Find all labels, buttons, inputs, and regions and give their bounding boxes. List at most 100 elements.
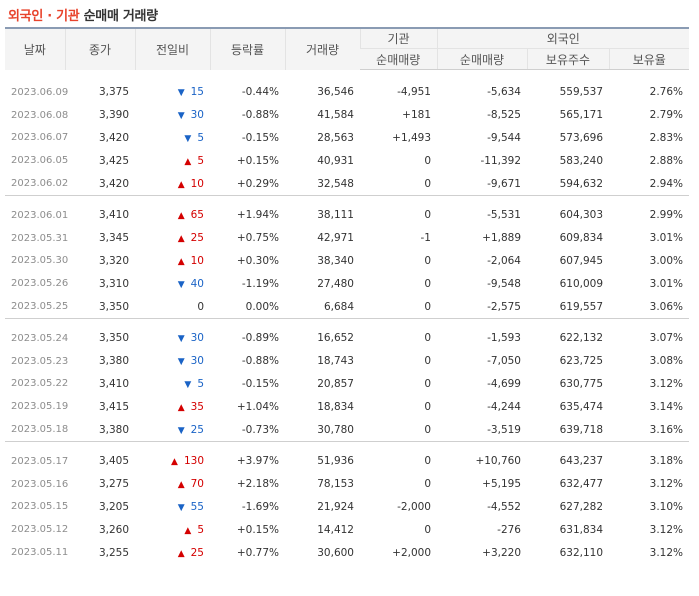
change-cell: ▼ 55: [135, 496, 210, 519]
table-row: 2023.05.17 3,405 ▲ 130 +3.97% 51,936 0 +10,760 6…: [5, 450, 689, 473]
divider-cell: [5, 318, 690, 319]
rate-cell: -0.73%: [241, 423, 279, 436]
holdings-cell: 632,477: [559, 478, 603, 491]
change-cell: 0: [135, 295, 210, 318]
inst-net-cell: 0: [424, 277, 431, 290]
change-value: 55: [190, 500, 204, 513]
holdings-cell: 573,696: [559, 131, 603, 144]
change-value: 5: [197, 131, 204, 144]
holdings-cell: 632,110: [559, 546, 603, 559]
rate-cell: +0.15%: [236, 154, 279, 167]
close-cell: 3,205: [98, 500, 129, 513]
volume-cell: 18,743: [317, 355, 354, 368]
volume-cell: 18,834: [317, 400, 354, 413]
ratio-cell: 2.79%: [649, 109, 684, 122]
triangle-up-icon: ▲: [177, 234, 185, 245]
change-cell: ▼ 40: [135, 272, 210, 295]
triangle-up-icon: ▲: [177, 548, 185, 559]
date-cell: 2023.06.05: [11, 155, 69, 167]
holdings-cell: 604,303: [559, 209, 603, 222]
group-spacer: [5, 442, 689, 450]
volume-cell: 32,548: [317, 177, 354, 190]
change-value: 5: [197, 523, 204, 536]
foreign-net-cell: -276: [497, 523, 521, 536]
ratio-cell: 3.01%: [649, 277, 684, 290]
group-spacer: [5, 319, 689, 327]
change-value: 25: [190, 232, 204, 245]
triangle-down-icon: ▼: [177, 111, 185, 122]
spacer-cell: [5, 442, 689, 450]
triangle-down-icon: ▼: [177, 88, 185, 99]
volume-cell: 51,936: [317, 455, 354, 468]
change-value: 10: [190, 177, 204, 190]
holdings-cell: 610,009: [559, 277, 603, 290]
header-volume: 거래량: [284, 27, 360, 70]
holdings-cell: 565,171: [559, 109, 603, 122]
ratio-cell: 3.06%: [649, 300, 684, 313]
triangle-down-icon: ▼: [177, 357, 185, 368]
date-cell: 2023.05.11: [11, 547, 69, 559]
change-value: 30: [190, 355, 204, 368]
close-cell: 3,380: [98, 355, 129, 368]
inst-net-cell: 0: [424, 400, 431, 413]
triangle-down-icon: ▼: [177, 279, 185, 290]
rate-cell: +0.29%: [236, 177, 279, 190]
rate-cell: 0.00%: [245, 300, 279, 313]
date-cell: 2023.05.18: [11, 424, 69, 436]
inst-net-cell: 0: [424, 455, 431, 468]
inst-net-cell: 0: [424, 523, 431, 536]
triangle-up-icon: ▲: [177, 256, 185, 267]
inst-net-cell: +2,000: [392, 546, 431, 559]
inst-net-cell: 0: [424, 377, 431, 390]
ratio-cell: 3.12%: [649, 523, 684, 536]
change-value: 70: [190, 478, 204, 491]
divider-cell: [5, 441, 690, 442]
rate-cell: +0.15%: [236, 523, 279, 536]
holdings-cell: 583,240: [559, 154, 603, 167]
spacer-cell: [5, 70, 689, 82]
change-value: 15: [190, 86, 204, 99]
inst-net-cell: -4,951: [397, 86, 431, 99]
table-row: 2023.06.05 3,425 ▲ 5 +0.15% 40,931 0 -11,392 583…: [5, 149, 689, 172]
close-cell: 3,425: [98, 154, 129, 167]
change-cell: ▲ 5: [135, 518, 210, 541]
ratio-cell: 3.07%: [649, 332, 684, 345]
date-cell: 2023.05.16: [11, 478, 69, 490]
header-change: 전일비: [134, 27, 210, 70]
ratio-cell: 3.16%: [649, 423, 684, 436]
date-cell: 2023.05.15: [11, 501, 69, 513]
rate-cell: +0.75%: [236, 232, 279, 245]
foreign-net-cell: -5,531: [487, 209, 521, 222]
foreign-net-cell: -2,575: [487, 300, 521, 313]
rate-cell: +1.94%: [236, 209, 279, 222]
triangle-up-icon: ▲: [177, 179, 185, 190]
inst-net-cell: 0: [424, 177, 431, 190]
triangle-up-icon: ▲: [171, 457, 178, 468]
close-cell: 3,405: [98, 455, 129, 468]
holdings-cell: 643,237: [559, 455, 603, 468]
holdings-cell: 623,725: [559, 355, 603, 368]
inst-net-cell: -1: [420, 232, 431, 245]
change-value: 5: [197, 377, 204, 390]
ratio-cell: 3.10%: [649, 500, 684, 513]
change-cell: ▲ 70: [135, 473, 210, 496]
table-row: 2023.05.19 3,415 ▲ 35 +1.04% 18,834 0 -4,244 635…: [5, 395, 689, 418]
volume-cell: 20,857: [317, 377, 354, 390]
triangle-down-icon: ▼: [177, 425, 185, 436]
ratio-cell: 2.76%: [649, 86, 684, 99]
change-value: 25: [190, 423, 204, 436]
volume-cell: 21,924: [317, 500, 354, 513]
ratio-cell: 3.12%: [649, 546, 684, 559]
volume-cell: 41,584: [317, 109, 354, 122]
foreign-net-cell: -11,392: [480, 154, 521, 167]
foreign-net-cell: +5,195: [482, 478, 521, 491]
holdings-cell: 619,557: [559, 300, 603, 313]
inst-net-cell: 0: [424, 209, 431, 222]
panel-title: 외국인 · 기관 순매매 거래량: [8, 5, 158, 24]
rate-cell: -0.89%: [241, 332, 279, 345]
header-ratio: 보유율: [608, 48, 690, 70]
header-inst-net: 순매매량: [360, 48, 437, 70]
close-cell: 3,275: [98, 478, 129, 491]
table-row: 2023.05.25 3,350 0 0.00% 6,684 0 -2,575 619,557…: [5, 295, 689, 318]
change-cell: ▼ 15: [135, 81, 210, 104]
